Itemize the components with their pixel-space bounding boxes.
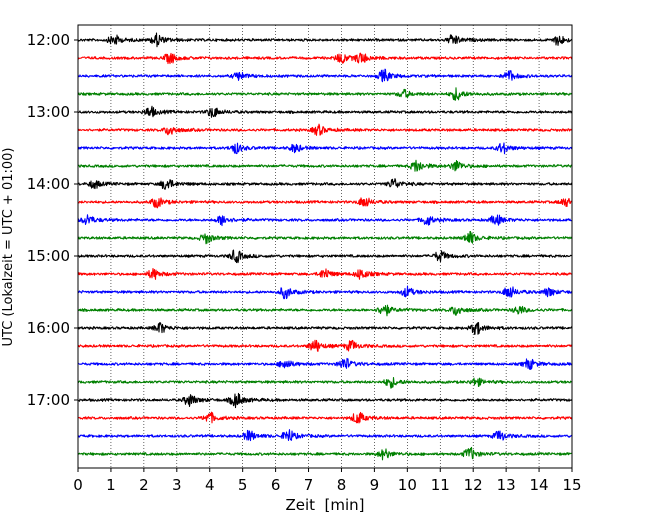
x-axis-ticks: 0 1 2 3 4 5 6 7 8 9 10 11 12 13 14 15	[73, 468, 582, 494]
x-tick-label: 13	[497, 476, 516, 494]
trace-line	[77, 304, 573, 317]
plot-frame	[77, 24, 573, 469]
x-tick-label: 4	[205, 476, 215, 494]
helicorder-traces	[77, 32, 573, 461]
y-tick-label: 17:00	[27, 391, 70, 409]
x-tick-label: 2	[139, 476, 149, 494]
x-tick-label: 9	[370, 476, 380, 494]
x-tick-label: 12	[464, 476, 483, 494]
trace-line	[77, 411, 573, 424]
trace-line	[77, 178, 573, 190]
vertical-grid	[110, 25, 540, 468]
plot-area	[78, 25, 572, 468]
x-tick-label: 7	[304, 476, 314, 494]
trace-line	[77, 376, 573, 389]
trace-line	[77, 142, 573, 155]
trace-line	[77, 52, 573, 65]
x-tick-label: 1	[106, 476, 116, 494]
x-tick-label: 10	[398, 476, 417, 494]
y-tick-label: 12:00	[27, 31, 70, 49]
x-tick-label: 11	[431, 476, 450, 494]
trace-line	[77, 32, 573, 48]
trace-line	[77, 446, 573, 461]
x-tick-label: 6	[271, 476, 281, 494]
x-tick-label: 3	[172, 476, 182, 494]
trace-line	[77, 339, 573, 352]
trace-line	[77, 429, 573, 442]
x-tick-label: 0	[73, 476, 83, 494]
y-tick-label: 16:00	[27, 319, 70, 337]
x-tick-label: 14	[530, 476, 549, 494]
x-tick-label: 15	[562, 476, 581, 494]
trace-line	[77, 159, 573, 172]
y-tick-label: 15:00	[27, 247, 70, 265]
trace-line	[77, 285, 573, 300]
y-tick-label: 14:00	[27, 175, 70, 193]
trace-line	[77, 123, 573, 136]
y-axis-label: UTC (Lokalzeit = UTC + 01:00)	[1, 148, 16, 347]
trace-line	[77, 392, 573, 409]
x-tick-label: 8	[337, 476, 347, 494]
trace-line	[77, 321, 573, 335]
trace-line	[77, 214, 573, 227]
trace-line	[77, 230, 573, 245]
x-tick-label: 5	[238, 476, 248, 494]
trace-line	[77, 267, 573, 280]
x-axis-label: Zeit [min]	[285, 496, 364, 514]
trace-line	[77, 249, 573, 264]
trace-line	[77, 357, 573, 370]
y-tick-label: 13:00	[27, 103, 70, 121]
trace-line	[77, 68, 573, 83]
trace-line	[77, 197, 573, 209]
trace-line	[77, 87, 573, 101]
y-axis-ticks: 12:00 13:00 14:00 15:00 16:00 17:00	[27, 31, 78, 409]
trace-line	[77, 105, 573, 118]
